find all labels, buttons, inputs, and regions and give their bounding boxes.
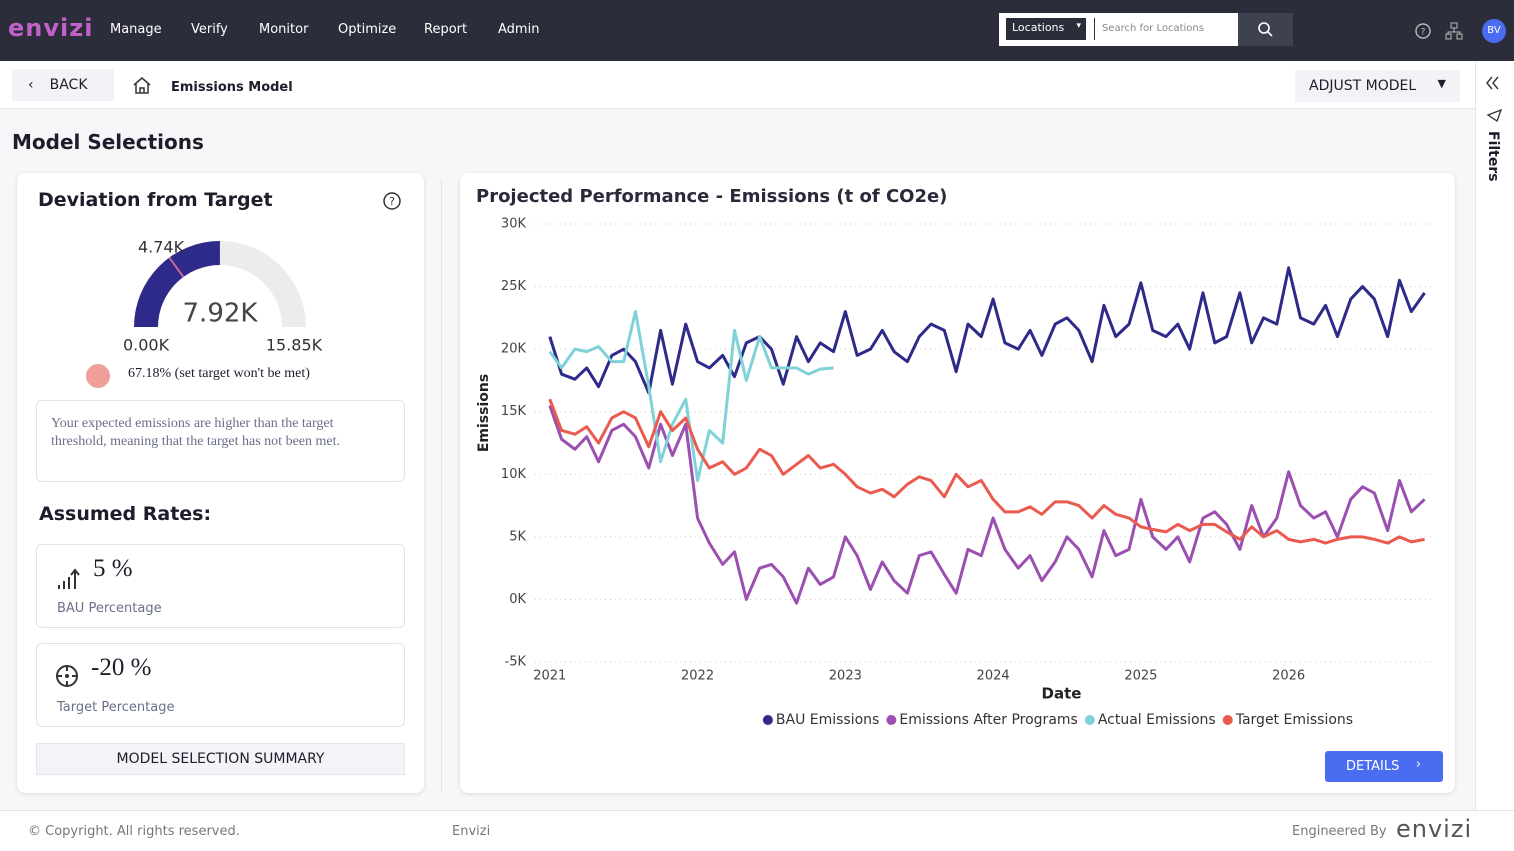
- filters-sidebar: Filters: [1475, 61, 1514, 810]
- copyright: © Copyright. All rights reserved.: [28, 824, 240, 839]
- sidebar-icons[interactable]: [1476, 61, 1514, 131]
- footer: © Copyright. All rights reserved. Envizi…: [0, 810, 1514, 851]
- page-title: Model Selections: [12, 130, 204, 154]
- sub-header: ‹ BACK Emissions Model ADJUST MODEL ▼: [0, 61, 1475, 109]
- chart: Projected Performance - Emissions (t of …: [476, 186, 1432, 728]
- menu-item[interactable]: Optimize: [338, 22, 397, 37]
- search-button[interactable]: [1238, 13, 1293, 46]
- y-tick-label: 25K: [501, 279, 527, 294]
- summary-button[interactable]: MODEL SELECTION SUMMARY: [36, 743, 405, 775]
- y-tick-label: 5K: [509, 529, 526, 544]
- x-tick-label: 2026: [1272, 669, 1305, 684]
- breadcrumb: Emissions Model: [171, 80, 293, 95]
- series-line: [548, 404, 1426, 605]
- chart-card: Projected Performance - Emissions (t of …: [460, 173, 1455, 793]
- rate-value: -20 %: [91, 654, 152, 681]
- back-button[interactable]: ‹ BACK: [12, 69, 114, 101]
- status-text: 67.18% (set target won't be met): [128, 366, 310, 381]
- engineered-by: Engineered By: [1292, 824, 1387, 839]
- y-tick-label: 15K: [501, 404, 527, 419]
- rate-label: BAU Percentage: [57, 601, 162, 616]
- svg-text:?: ?: [1421, 28, 1426, 38]
- menu-item[interactable]: Verify: [191, 22, 228, 37]
- legend-marker: [886, 715, 897, 725]
- x-tick-label: 2022: [681, 669, 714, 684]
- svg-text:?: ?: [389, 195, 395, 208]
- brand-logo[interactable]: envizi: [8, 14, 94, 42]
- y-tick-label: 10K: [501, 467, 527, 482]
- chart-title: Projected Performance - Emissions (t of …: [476, 186, 947, 207]
- legend-marker: [1222, 715, 1233, 725]
- rate-card: -20 % Target Percentage: [36, 643, 405, 727]
- gauge: 4.74K 7.92K 0.00K 15.85K: [123, 238, 323, 355]
- details-button[interactable]: DETAILS ›: [1325, 751, 1443, 782]
- rate-card: 5 % BAU Percentage: [36, 544, 405, 628]
- y-tick-label: 0K: [509, 592, 526, 607]
- y-tick-label: 20K: [501, 342, 527, 357]
- x-tick-label: 2025: [1124, 669, 1157, 684]
- message-text: Your expected emissions are higher than …: [51, 416, 340, 449]
- legend-label: Target Emissions: [1235, 712, 1353, 728]
- details-label: DETAILS: [1346, 759, 1400, 774]
- menu-item[interactable]: Manage: [110, 22, 162, 37]
- filters-label[interactable]: Filters: [1485, 131, 1501, 182]
- adjust-model-button[interactable]: ADJUST MODEL ▼: [1295, 70, 1460, 102]
- status-dot: [86, 364, 110, 388]
- rates-title: Assumed Rates:: [39, 503, 212, 525]
- gauge-target-label: 4.74K: [138, 238, 185, 257]
- menu-item[interactable]: Report: [424, 22, 468, 37]
- nav-icons[interactable]: ?: [1410, 18, 1470, 44]
- rate-label: Target Percentage: [57, 700, 175, 715]
- legend-label: BAU Emissions: [776, 712, 879, 728]
- series-line: [548, 266, 1426, 395]
- adjust-label: ADJUST MODEL: [1309, 78, 1417, 94]
- x-tick-label: 2023: [829, 669, 862, 684]
- search-input[interactable]: Search for Locations: [1102, 23, 1204, 34]
- footer-brand: envizi: [1396, 815, 1473, 843]
- back-label: BACK: [49, 77, 88, 93]
- series-line: [548, 310, 834, 483]
- location-select-label: Locations: [1012, 21, 1065, 34]
- y-axis-label: Emissions: [476, 374, 492, 452]
- deviation-card: Deviation from Target ? 4.74K 7.92K 0.00K 1…: [17, 173, 424, 793]
- help-icon[interactable]: ?: [381, 190, 403, 212]
- y-tick-label: -5K: [505, 655, 527, 670]
- y-tick-label: 30K: [501, 217, 527, 232]
- legend-label: Emissions After Programs: [899, 712, 1077, 728]
- card-title: Deviation from Target: [38, 189, 273, 211]
- menu-item[interactable]: Monitor: [259, 22, 309, 37]
- series-line: [548, 398, 1425, 545]
- gauge-max-label: 15.85K: [266, 336, 323, 355]
- location-select[interactable]: Locations ▾: [1006, 18, 1086, 40]
- legend-marker: [762, 715, 773, 725]
- avatar[interactable]: BV: [1482, 19, 1506, 43]
- search-box: Locations ▾ Search for Locations: [999, 13, 1238, 46]
- gauge-fill: [134, 241, 220, 327]
- rate-value: 5 %: [93, 555, 133, 582]
- legend-marker: [1084, 715, 1095, 725]
- x-tick-label: 2024: [977, 669, 1010, 684]
- menu-item[interactable]: Admin: [498, 22, 540, 37]
- legend-label: Actual Emissions: [1098, 712, 1216, 728]
- gauge-value-label: 7.92K: [183, 299, 259, 329]
- top-nav: envizi Manage Verify Monitor Optimize Re…: [0, 0, 1514, 61]
- message-box: Your expected emissions are higher than …: [36, 400, 405, 482]
- footer-center: Envizi: [452, 824, 491, 839]
- x-axis-label: Date: [1042, 685, 1082, 703]
- home-icon[interactable]: [128, 73, 156, 99]
- x-tick-label: 2021: [533, 669, 566, 684]
- gauge-min-label: 0.00K: [123, 336, 170, 355]
- gauge-target: [168, 256, 185, 278]
